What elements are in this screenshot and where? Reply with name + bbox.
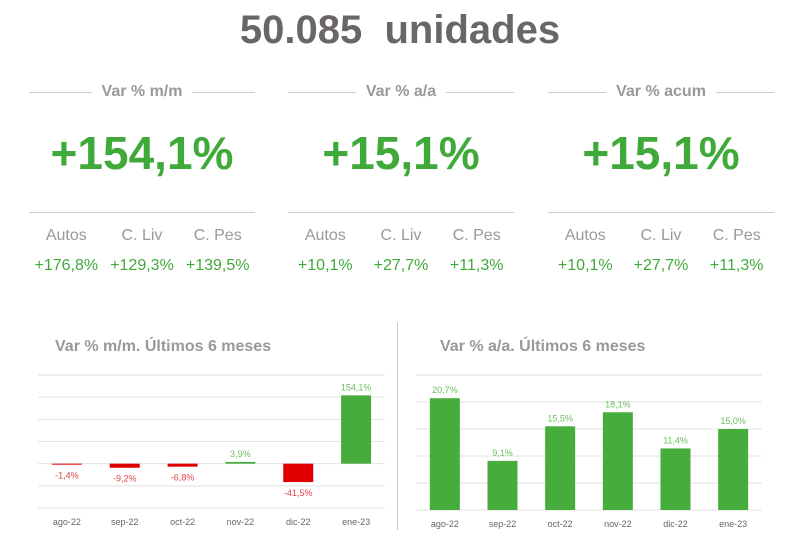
bar [602, 412, 633, 510]
data-label: -1,4% [55, 470, 79, 480]
data-label: 154,1% [341, 382, 372, 392]
bar [225, 461, 256, 464]
data-label: 11,4% [663, 435, 688, 445]
kpi-label: Var % m/m [101, 83, 183, 100]
chart-title-mm: Var % m/m. Últimos 6 meses [55, 338, 272, 355]
divider [192, 91, 255, 93]
kpi-card: Var % m/m +154,1% Autos +176,8% C. Liv +129,… [29, 78, 255, 275]
chart-title-aa: Var % a/a. Últimos 6 meses [440, 338, 646, 355]
bar [283, 463, 314, 483]
bar [167, 463, 198, 467]
sub-label: C. Liv [640, 227, 682, 244]
sub-label: C. Liv [121, 227, 163, 244]
bar [718, 429, 749, 510]
x-tick-label: nov-22 [227, 517, 255, 527]
sub-label: C. Pes [193, 227, 242, 244]
data-label: 18,1% [605, 399, 631, 409]
kpi-label: Var % acum [616, 83, 706, 100]
bar [429, 398, 460, 510]
data-label: 15,5% [547, 413, 573, 423]
kpi-label: Var % a/a [365, 83, 437, 100]
kpi-sub: Autos +10,1% [548, 227, 623, 275]
kpi-value: +15,1% [322, 127, 480, 179]
divider [288, 212, 514, 213]
sub-value: +129,3% [110, 257, 174, 274]
x-tick-label: dic-22 [663, 519, 688, 529]
x-tick-label: ene-23 [342, 517, 370, 527]
sub-value: +139,5% [185, 257, 250, 274]
bar [545, 426, 576, 510]
data-label: -6,8% [171, 473, 195, 483]
kpi-sub: C. Pes +11,3% [699, 227, 774, 275]
bar [109, 463, 140, 468]
kpi-card: Var % a/a +15,1% Autos +10,1% C. Liv +27,7% C… [288, 78, 514, 275]
sub-label: Autos [45, 227, 87, 244]
x-tick-label: oct-22 [548, 519, 573, 529]
sub-value: +27,7% [373, 257, 429, 274]
x-tick-label: ene-23 [719, 519, 747, 529]
kpi-sub: C. Liv +27,7% [624, 227, 699, 275]
x-tick-label: ago-22 [431, 519, 459, 529]
x-tick-label: oct-22 [170, 517, 195, 527]
divider [29, 91, 92, 93]
page-title: 50.085 unidades [239, 8, 561, 52]
sub-value: +27,7% [633, 257, 689, 274]
divider [548, 91, 607, 93]
sub-value: +11,3% [709, 257, 764, 274]
sub-label: Autos [564, 227, 606, 244]
kpi-sub: C. Liv +129,3% [105, 227, 180, 275]
bar [51, 463, 82, 465]
sub-value: +10,1% [297, 257, 353, 274]
divider [715, 91, 775, 93]
data-label: 9,1% [492, 448, 513, 458]
sub-value: +10,1% [557, 257, 613, 274]
x-tick-label: ago-22 [53, 517, 81, 527]
kpi-sub: C. Pes +11,3% [439, 227, 514, 275]
divider [446, 91, 514, 93]
sub-label: Autos [304, 227, 346, 244]
x-tick-label: dic-22 [286, 517, 311, 527]
sub-value: +176,8% [34, 257, 99, 274]
kpi-card: Var % acum +15,1% Autos +10,1% C. Liv +27,7%… [548, 78, 775, 275]
divider [397, 322, 398, 530]
data-label: 15,0% [720, 416, 746, 426]
bar [341, 395, 372, 464]
x-tick-label: sep-22 [489, 519, 517, 529]
divider [288, 91, 356, 93]
data-label: -41,5% [284, 488, 313, 498]
sub-label: C. Pes [712, 227, 761, 244]
data-label: 3,9% [230, 449, 251, 459]
data-label: 20,7% [432, 385, 458, 395]
kpi-value: +15,1% [582, 127, 740, 179]
x-tick-label: nov-22 [604, 519, 632, 529]
kpi-sub: C. Pes +139,5% [180, 227, 255, 275]
sub-label: C. Pes [452, 227, 501, 244]
x-tick-label: sep-22 [111, 517, 139, 527]
divider [548, 212, 774, 213]
data-label: -9,2% [113, 474, 137, 484]
kpi-sub: C. Liv +27,7% [364, 227, 439, 275]
bar [487, 460, 518, 510]
sub-value: +11,3% [449, 257, 504, 274]
kpi-value: +154,1% [50, 127, 234, 179]
divider [29, 212, 255, 213]
kpi-sub: Autos +176,8% [29, 227, 104, 275]
bar [660, 448, 691, 510]
sub-label: C. Liv [380, 227, 422, 244]
kpi-sub: Autos +10,1% [288, 227, 363, 275]
